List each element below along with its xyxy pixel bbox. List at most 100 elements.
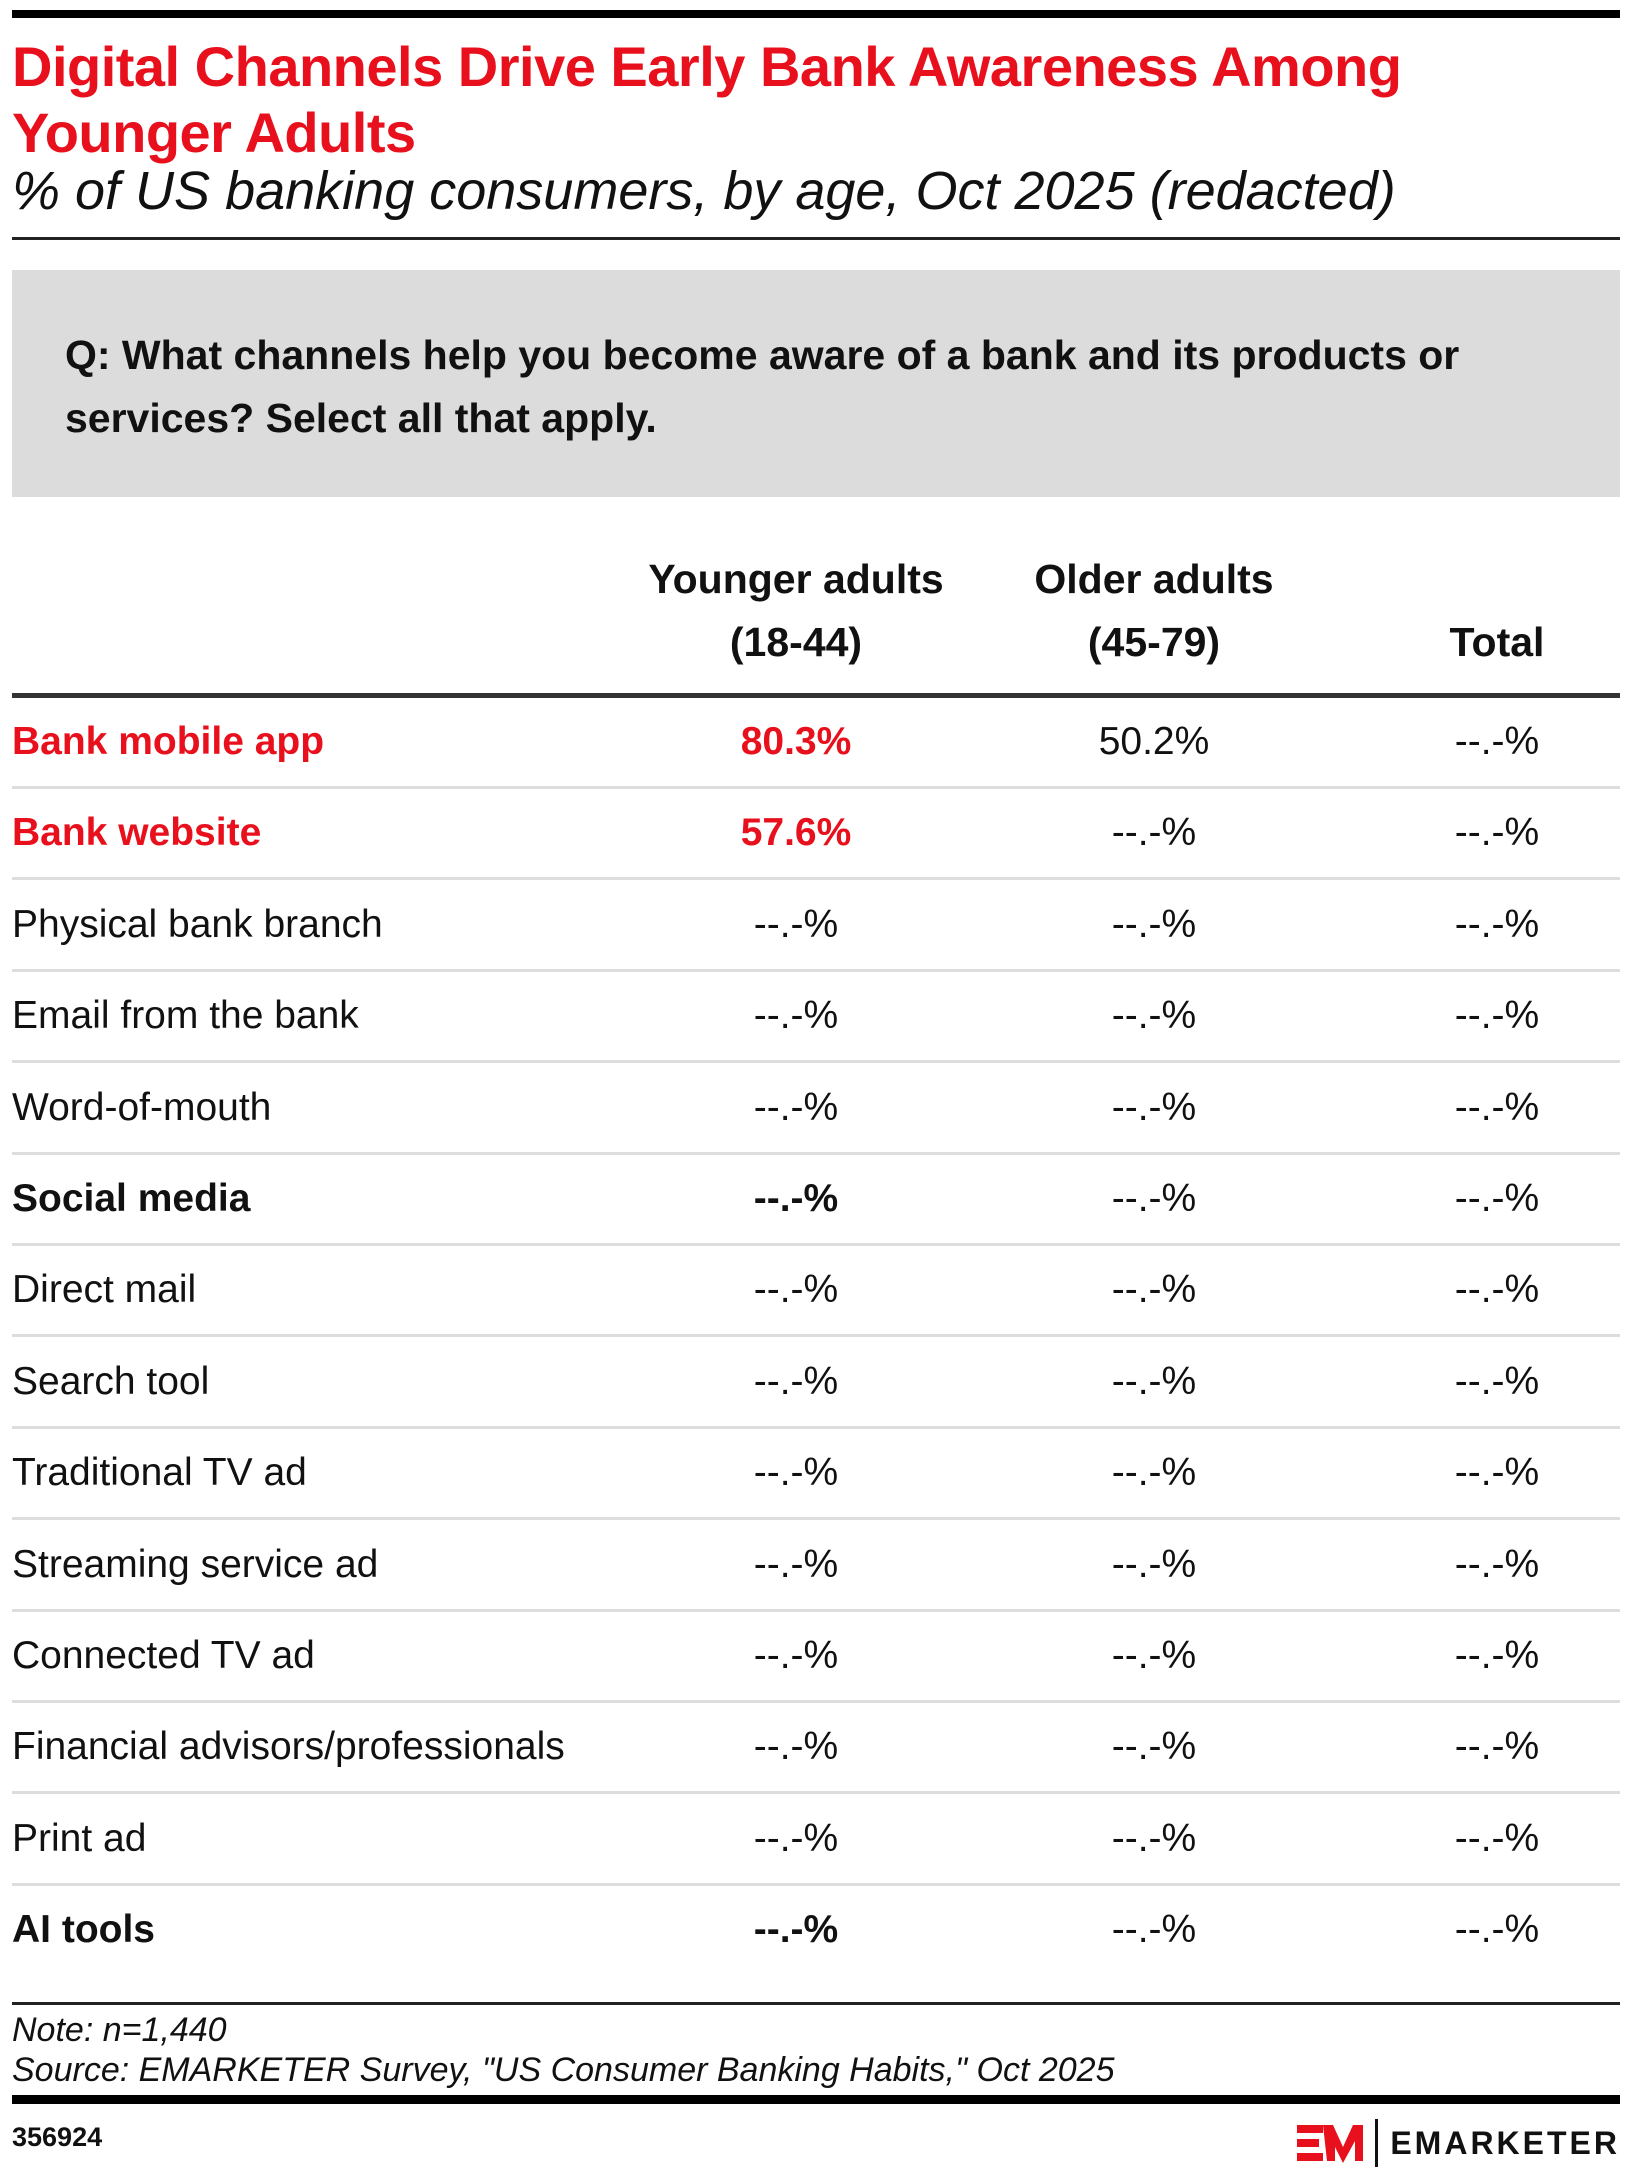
column-header-total: Total	[1327, 548, 1632, 674]
bottom-rule	[12, 2095, 1620, 2104]
column-header-line: (18-44)	[729, 619, 863, 665]
row-value: --.-%	[753, 1268, 839, 1312]
row-value: --.-%	[1111, 1542, 1197, 1586]
row-value: 80.3%	[740, 720, 852, 763]
row-value: --.-%	[753, 1908, 839, 1952]
table-row: AI tools --.-% --.-% --.-%	[12, 1886, 1620, 1977]
chart-id: 356924	[12, 2122, 103, 2152]
row-value: --.-%	[1111, 1634, 1197, 1677]
row-separator	[12, 1334, 1620, 1338]
row-separator	[12, 1425, 1620, 1429]
column-header-line: Older adults	[1034, 556, 1274, 602]
table-row: Search tool --.-% --.-% --.-%	[12, 1338, 1620, 1429]
row-value: --.-%	[1454, 1816, 1540, 1860]
row-separator	[12, 1608, 1620, 1612]
table-row: Connected TV ad --.-% --.-% --.-%	[12, 1612, 1620, 1703]
em-logo-icon	[1297, 2125, 1364, 2163]
row-value: --.-%	[1454, 1177, 1540, 1220]
row-value: --.-%	[1111, 1451, 1197, 1495]
column-header-line: (45-79)	[1087, 619, 1221, 665]
row-value: --.-%	[1454, 902, 1540, 946]
row-separator	[12, 1151, 1620, 1155]
logo-wordmark: EMARKETER	[1390, 2124, 1620, 2161]
table-row: Streaming service ad --.-% --.-% --.-%	[12, 1521, 1620, 1612]
row-separator	[12, 1882, 1620, 1886]
logo-divider	[1375, 2119, 1379, 2167]
question-text: Q: What channels help you become aware o…	[65, 332, 1460, 441]
row-value: --.-%	[1111, 1359, 1197, 1403]
row-separator	[12, 1243, 1620, 1246]
table-row: Word-of-mouth --.-% --.-% --.-%	[12, 1064, 1620, 1155]
row-value: --.-%	[1111, 902, 1197, 946]
row-value: --.-%	[1454, 811, 1540, 855]
row-value: --.-%	[1454, 1359, 1540, 1403]
row-value: 57.6%	[740, 811, 852, 855]
footer-rule	[12, 2002, 1620, 2005]
title-rule	[12, 237, 1620, 240]
column-header-line: Total	[1449, 619, 1545, 665]
row-separator	[12, 786, 1620, 789]
row-value: --.-%	[753, 1085, 839, 1129]
row-label: Bank mobile app	[12, 720, 325, 763]
row-label: Search tool	[12, 1359, 210, 1403]
question-box: Q: What channels help you become aware o…	[12, 270, 1620, 497]
row-value: --.-%	[753, 1542, 839, 1586]
row-value: --.-%	[1454, 1725, 1540, 1769]
table-row: Direct mail --.-% --.-% --.-%	[12, 1246, 1620, 1338]
row-value: --.-%	[1111, 1268, 1197, 1312]
row-value: --.-%	[1454, 720, 1540, 763]
row-label: Print ad	[12, 1816, 147, 1860]
row-label: Email from the bank	[12, 994, 359, 1038]
table-row: Bank website 57.6% --.-% --.-%	[12, 789, 1620, 881]
row-label: Traditional TV ad	[12, 1451, 307, 1495]
row-value: --.-%	[1111, 994, 1197, 1038]
row-value: 50.2%	[1098, 720, 1210, 763]
row-label: Streaming service ad	[12, 1542, 379, 1586]
row-label: Social media	[12, 1177, 251, 1220]
row-value: --.-%	[753, 1177, 839, 1220]
source-text: Source: EMARKETER Survey, "US Consumer B…	[12, 2051, 1115, 2089]
row-value: --.-%	[1454, 1085, 1540, 1129]
table-row: Print ad --.-% --.-% --.-%	[12, 1795, 1620, 1886]
row-value: --.-%	[1454, 1908, 1540, 1952]
row-value: --.-%	[1111, 1816, 1197, 1860]
row-label: Physical bank branch	[12, 902, 383, 946]
row-separator	[12, 1517, 1620, 1521]
row-label: Word-of-mouth	[12, 1085, 272, 1129]
row-separator	[12, 877, 1620, 881]
table-row: Social media --.-% --.-% --.-%	[12, 1155, 1620, 1246]
chart-title: Digital Channels Drive Early Bank Awaren…	[12, 35, 1402, 164]
top-rule	[12, 10, 1620, 18]
row-value: --.-%	[753, 902, 839, 946]
row-separator	[12, 1791, 1620, 1795]
table-row: Email from the bank --.-% --.-% --.-%	[12, 972, 1620, 1064]
table-row: Traditional TV ad --.-% --.-% --.-%	[12, 1429, 1620, 1521]
chart-subtitle: % of US banking consumers, by age, Oct 2…	[12, 161, 1396, 221]
row-label: Financial advisors/professionals	[12, 1725, 565, 1769]
column-header-line	[1327, 548, 1632, 611]
row-label: Direct mail	[12, 1268, 197, 1312]
table-row: Physical bank branch --.-% --.-% --.-%	[12, 881, 1620, 972]
row-value: --.-%	[1111, 811, 1197, 855]
row-value: --.-%	[1454, 1542, 1540, 1586]
row-label: Bank website	[12, 811, 262, 855]
row-label: AI tools	[12, 1908, 155, 1952]
row-label: Connected TV ad	[12, 1634, 315, 1677]
column-header-older: Older adults (45-79)	[984, 548, 1324, 674]
table-row: Financial advisors/professionals --.-% --.…	[12, 1703, 1620, 1795]
row-value: --.-%	[753, 994, 839, 1038]
row-value: --.-%	[753, 1725, 839, 1769]
column-header-younger: Younger adults (18-44)	[626, 548, 966, 674]
row-value: --.-%	[1454, 1268, 1540, 1312]
row-separator	[12, 1060, 1620, 1064]
header-rule	[12, 693, 1620, 698]
row-value: --.-%	[1111, 1177, 1197, 1220]
table-row: Bank mobile app 80.3% 50.2% --.-%	[12, 698, 1620, 789]
row-value: --.-%	[753, 1634, 839, 1677]
row-value: --.-%	[753, 1451, 839, 1495]
row-separator	[12, 968, 1620, 972]
row-value: --.-%	[1454, 1634, 1540, 1677]
notes: Note: n=1,440 Source: EMARKETER Survey, …	[12, 2010, 1115, 2090]
row-value: --.-%	[1454, 994, 1540, 1038]
row-value: --.-%	[1454, 1451, 1540, 1495]
